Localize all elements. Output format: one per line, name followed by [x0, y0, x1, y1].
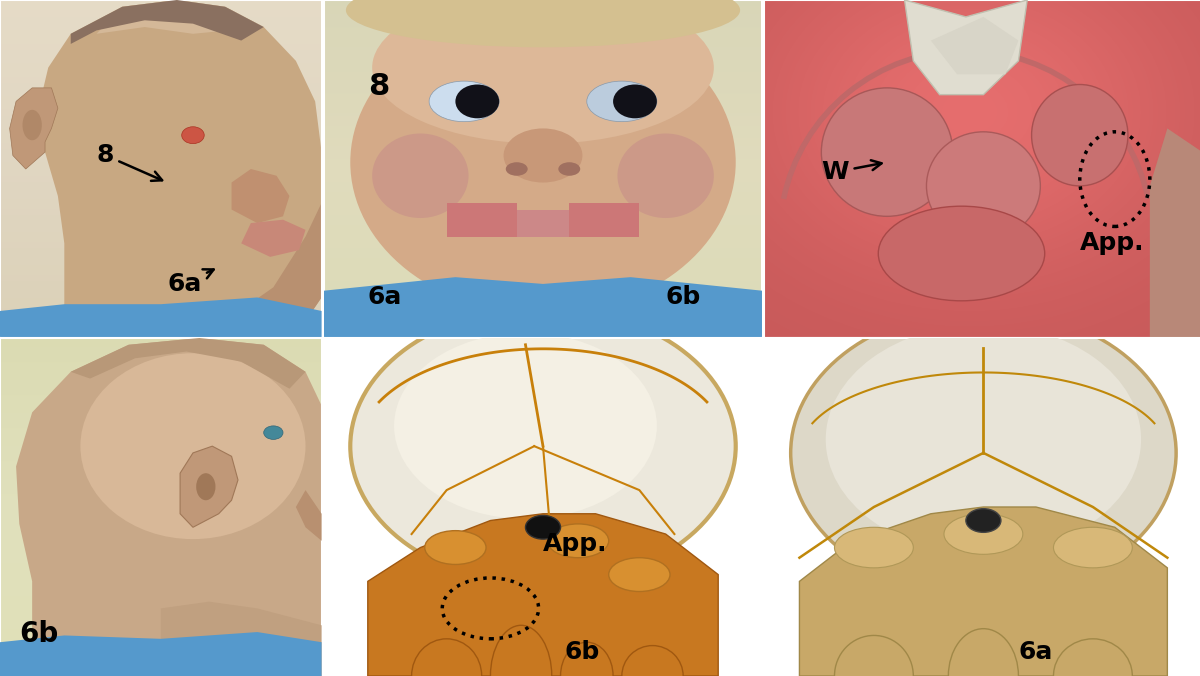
Polygon shape	[10, 88, 58, 169]
Ellipse shape	[826, 324, 1141, 554]
Ellipse shape	[372, 134, 468, 218]
Polygon shape	[324, 277, 762, 338]
Ellipse shape	[425, 531, 486, 564]
Ellipse shape	[350, 308, 736, 585]
Polygon shape	[176, 203, 322, 338]
Polygon shape	[161, 602, 322, 676]
Polygon shape	[71, 338, 306, 389]
Ellipse shape	[181, 127, 204, 144]
Ellipse shape	[834, 635, 913, 676]
Ellipse shape	[966, 508, 1001, 533]
Polygon shape	[180, 446, 238, 527]
Polygon shape	[0, 297, 322, 338]
Text: 6b: 6b	[565, 640, 600, 664]
Polygon shape	[232, 169, 289, 223]
Ellipse shape	[821, 88, 953, 216]
Ellipse shape	[346, 0, 740, 47]
Ellipse shape	[1054, 639, 1133, 676]
Ellipse shape	[505, 162, 528, 176]
Polygon shape	[905, 0, 1027, 95]
Text: App.: App.	[1080, 231, 1145, 255]
Ellipse shape	[608, 558, 670, 592]
Ellipse shape	[372, 0, 714, 143]
Ellipse shape	[526, 515, 560, 539]
Ellipse shape	[1032, 84, 1128, 186]
Polygon shape	[0, 632, 322, 676]
Polygon shape	[38, 0, 322, 338]
Ellipse shape	[23, 110, 42, 141]
Polygon shape	[931, 17, 1019, 74]
Ellipse shape	[926, 132, 1040, 240]
Text: 6a: 6a	[167, 269, 214, 295]
Text: 8: 8	[96, 143, 162, 181]
Text: 6b: 6b	[666, 285, 701, 309]
Ellipse shape	[1054, 527, 1133, 568]
Text: 6a: 6a	[368, 285, 402, 309]
Polygon shape	[799, 507, 1168, 676]
Ellipse shape	[196, 473, 216, 500]
Text: 8: 8	[368, 72, 389, 101]
Circle shape	[613, 84, 656, 118]
Ellipse shape	[834, 527, 913, 568]
Ellipse shape	[791, 310, 1176, 596]
Ellipse shape	[430, 81, 499, 122]
Polygon shape	[241, 220, 306, 257]
Ellipse shape	[504, 128, 582, 183]
Polygon shape	[446, 210, 640, 237]
Circle shape	[456, 84, 499, 118]
Ellipse shape	[944, 514, 1022, 554]
Polygon shape	[296, 490, 322, 541]
Ellipse shape	[394, 333, 656, 519]
Polygon shape	[368, 514, 718, 676]
Polygon shape	[16, 338, 322, 676]
Ellipse shape	[622, 646, 683, 676]
Ellipse shape	[948, 629, 1019, 676]
Polygon shape	[569, 203, 640, 237]
Ellipse shape	[587, 81, 656, 122]
Text: 6a: 6a	[1019, 640, 1052, 664]
Ellipse shape	[618, 134, 714, 218]
Polygon shape	[96, 0, 264, 34]
Ellipse shape	[412, 639, 481, 676]
Polygon shape	[71, 0, 264, 44]
Text: 6b: 6b	[19, 620, 59, 648]
Text: App.: App.	[542, 532, 607, 556]
Ellipse shape	[547, 524, 608, 558]
Ellipse shape	[878, 206, 1045, 301]
Ellipse shape	[558, 162, 581, 176]
Ellipse shape	[491, 625, 552, 676]
Text: W: W	[821, 160, 882, 184]
Ellipse shape	[264, 426, 283, 439]
Polygon shape	[446, 203, 517, 237]
Ellipse shape	[350, 10, 736, 314]
Ellipse shape	[560, 642, 613, 676]
Polygon shape	[1150, 128, 1200, 338]
Ellipse shape	[80, 353, 306, 539]
